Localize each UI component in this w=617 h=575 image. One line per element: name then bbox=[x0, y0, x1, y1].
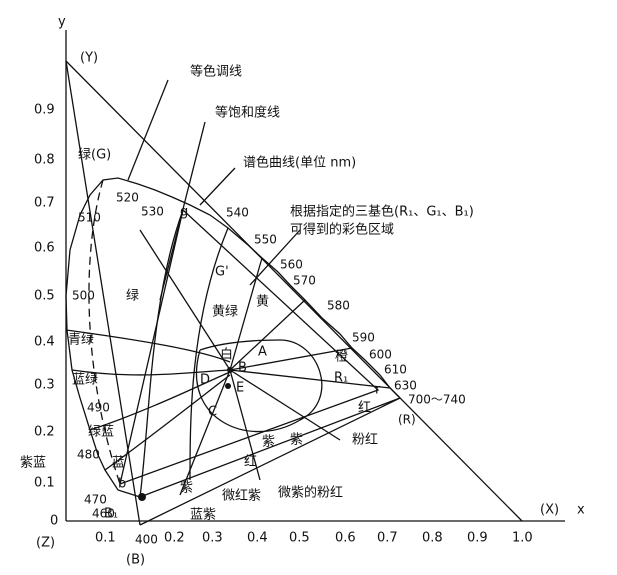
svg-text:(X): (X) bbox=[540, 503, 559, 518]
y-tick-label: 0.8 bbox=[34, 153, 55, 168]
region-label: 微红紫 bbox=[222, 488, 261, 504]
point-label: B bbox=[238, 361, 247, 376]
region-label: 红 bbox=[244, 454, 257, 470]
wavelength-label: 500 bbox=[72, 289, 95, 303]
svg-text:r: r bbox=[375, 383, 381, 398]
y-tick-label: 0.2 bbox=[34, 425, 55, 440]
svg-text:G': G' bbox=[215, 265, 229, 280]
x-tick-label: 0.9 bbox=[467, 531, 488, 546]
svg-text:谱色曲线(单位 nm): 谱色曲线(单位 nm) bbox=[243, 155, 356, 171]
region-label: 黄绿 bbox=[212, 305, 238, 320]
x-tick-label: 0.6 bbox=[335, 531, 356, 546]
region-label: 微紫的粉红 bbox=[278, 485, 343, 501]
y-tick-label: 0.9 bbox=[34, 103, 55, 118]
region-label: 黄 bbox=[256, 295, 269, 310]
wavelength-label: 570 bbox=[293, 274, 316, 288]
region-label: 粉红 bbox=[352, 432, 378, 448]
svg-text:(Z): (Z) bbox=[36, 536, 55, 551]
y-tick-label: 0.5 bbox=[34, 289, 55, 304]
svg-text:(Y): (Y) bbox=[80, 51, 98, 66]
region-label: 绿蓝 bbox=[88, 425, 114, 440]
y-tick-label: 0 bbox=[50, 514, 58, 529]
wavelength-label: 560 bbox=[280, 258, 303, 272]
region-label: 橙 bbox=[335, 350, 348, 365]
x-tick-label: 0.1 bbox=[95, 531, 116, 546]
point-label: E bbox=[236, 381, 244, 396]
svg-text:g: g bbox=[180, 205, 188, 220]
wavelength-label: 550 bbox=[254, 233, 277, 247]
region-label: 绿 bbox=[126, 289, 139, 304]
x-tick-label: 0.5 bbox=[289, 531, 310, 546]
point-label: 白 bbox=[220, 347, 233, 363]
svg-text:可得到的彩色区域: 可得到的彩色区域 bbox=[290, 222, 394, 238]
x-tick-label: 1.0 bbox=[512, 531, 533, 546]
svg-text:绿(G): 绿(G) bbox=[78, 148, 111, 163]
wavelength-label: 480 bbox=[77, 448, 100, 462]
point-label: C bbox=[208, 405, 217, 420]
wavelength-label: 600 bbox=[369, 348, 392, 362]
svg-text:R₁: R₁ bbox=[334, 371, 348, 386]
x-tick-label: 0.8 bbox=[422, 531, 443, 546]
svg-text:根据指定的三基色(R₁、G₁、B₁): 根据指定的三基色(R₁、G₁、B₁) bbox=[290, 204, 474, 220]
y-tick-label: 0.4 bbox=[34, 335, 55, 350]
region-label: 青绿 bbox=[68, 333, 94, 348]
x-tick-label: 0.2 bbox=[164, 531, 185, 546]
region-label: 蓝 bbox=[112, 456, 125, 471]
wavelength-label: 520 bbox=[116, 191, 139, 205]
wavelength-label: 530 bbox=[141, 205, 164, 219]
svg-text:(B): (B) bbox=[126, 553, 145, 568]
y-tick-label: 0.3 bbox=[34, 378, 55, 393]
y-tick-label: 0.1 bbox=[34, 476, 55, 491]
wavelength-label: 400 bbox=[135, 533, 158, 547]
region-label: 紫蓝 bbox=[20, 456, 46, 471]
region-label: 蓝紫 bbox=[190, 508, 216, 523]
region-label: 紫 bbox=[290, 433, 303, 448]
y-tick-label: 0.6 bbox=[34, 241, 55, 256]
wavelength-label: 510 bbox=[78, 211, 101, 225]
svg-text:B₁: B₁ bbox=[104, 507, 118, 522]
region-label: 紫 bbox=[180, 481, 193, 496]
y-tick-label: 0.7 bbox=[34, 196, 55, 211]
wavelength-label: 590 bbox=[352, 331, 375, 345]
region-label: 蓝绿 bbox=[72, 373, 98, 388]
svg-text:等色调线: 等色调线 bbox=[190, 64, 242, 80]
point-label: A bbox=[258, 345, 267, 360]
wavelength-label: 540 bbox=[226, 206, 249, 220]
x-tick-label: 0.4 bbox=[247, 531, 268, 546]
svg-text:b: b bbox=[118, 477, 126, 492]
wavelength-label: 580 bbox=[327, 299, 350, 313]
wavelength-label: 610 bbox=[384, 363, 407, 377]
wavelength-label: 700～740 bbox=[408, 393, 466, 407]
wavelength-label: 490 bbox=[87, 401, 110, 415]
svg-text:y: y bbox=[58, 15, 66, 30]
x-tick-label: 0.7 bbox=[377, 531, 398, 546]
svg-text:(R): (R) bbox=[398, 413, 416, 427]
svg-text:等饱和度线: 等饱和度线 bbox=[215, 105, 280, 121]
point-label: D bbox=[200, 373, 210, 388]
region-label: 紫 bbox=[262, 435, 275, 450]
wavelength-label: 470 bbox=[84, 493, 107, 507]
x-tick-label: 0.3 bbox=[202, 531, 223, 546]
svg-text:x: x bbox=[577, 503, 585, 518]
wavelength-label: 630 bbox=[394, 379, 417, 393]
region-label: 红 bbox=[358, 400, 371, 416]
wavelength-label: 460 bbox=[92, 507, 115, 521]
lines bbox=[65, 30, 565, 526]
